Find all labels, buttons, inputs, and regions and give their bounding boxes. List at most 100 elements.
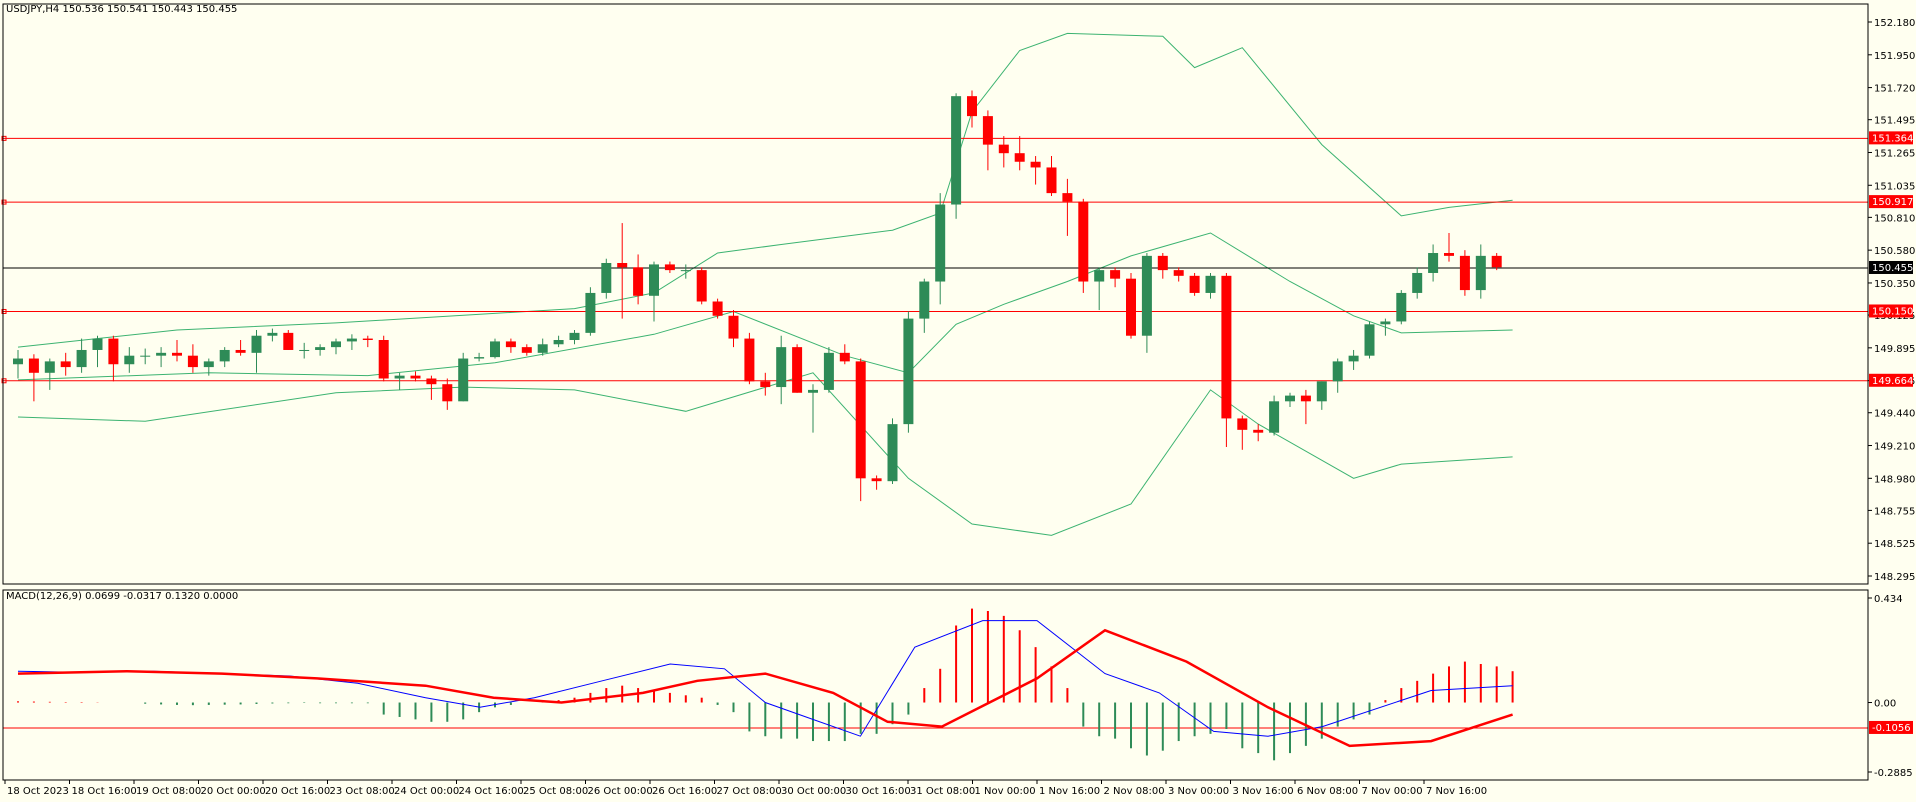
candle-bear <box>172 352 182 356</box>
candle-bull <box>267 332 278 336</box>
time-tick-label: 3 Nov 16:00 <box>1233 786 1294 797</box>
candle-bull <box>44 361 55 373</box>
candle-bull <box>346 338 357 342</box>
macd-info: MACD(12,26,9) 0.0699 -0.0317 0.1320 0.00… <box>6 591 239 602</box>
level-tag <box>1869 373 1913 387</box>
candle-bull <box>1364 324 1375 356</box>
level-handle <box>1 199 7 205</box>
candle-bear <box>1173 270 1184 276</box>
time-tick-label: 20 Oct 16:00 <box>265 786 330 797</box>
time-tick-label: 1 Nov 00:00 <box>975 786 1036 797</box>
candle-bear <box>1030 161 1041 168</box>
candle-bull <box>1332 361 1343 382</box>
candle-bear <box>1237 418 1248 430</box>
price-tick-label: 151.035 <box>1874 181 1915 192</box>
candle-bear <box>633 267 644 296</box>
candle-bull <box>315 347 326 350</box>
candle-bear <box>442 384 453 402</box>
price-tick-label: 151.265 <box>1874 148 1915 159</box>
candle-bear <box>283 332 294 350</box>
candle-bear <box>760 381 771 388</box>
candle-bull <box>13 358 23 365</box>
candle-bull <box>124 355 135 365</box>
candle-bull <box>1412 272 1423 293</box>
time-tick-label: 18 Oct 2023 <box>7 786 69 797</box>
candle-bear <box>187 355 198 368</box>
candle-bull <box>92 338 103 350</box>
time-tick-label: 26 Oct 16:00 <box>652 786 717 797</box>
macd-tick-label: 0.00 <box>1874 699 1896 710</box>
candle-bear <box>1110 270 1121 279</box>
candle-bear <box>855 361 866 479</box>
price-tick-label: 148.525 <box>1874 539 1915 550</box>
price-tick-label: 148.295 <box>1874 572 1915 583</box>
candle-bear <box>839 352 850 362</box>
candle-bear <box>792 347 803 393</box>
time-tick-label: 27 Oct 08:00 <box>717 786 782 797</box>
candle-bear <box>1014 153 1025 162</box>
candle-bear <box>1221 275 1232 419</box>
price-tick-label: 152.180 <box>1874 18 1915 29</box>
level-tag <box>1869 195 1913 209</box>
candle-bull <box>1396 292 1407 322</box>
candle-bull <box>823 352 834 390</box>
time-tick-label: 30 Oct 00:00 <box>781 786 846 797</box>
candle-bull <box>1428 253 1439 273</box>
macd-level-tag <box>1869 720 1913 734</box>
candle-bull <box>935 204 946 282</box>
candle-bear <box>1189 275 1200 293</box>
time-tick-label: 18 Oct 16:00 <box>72 786 137 797</box>
candle-bull <box>76 349 87 368</box>
price-tick-label: 151.720 <box>1874 84 1915 95</box>
candle-bear <box>664 264 675 271</box>
price-tick-label: 150.810 <box>1874 213 1915 224</box>
level-handle <box>1 308 7 314</box>
candle-bear <box>744 338 755 382</box>
candle-bear <box>505 341 516 348</box>
time-tick-label: 19 Oct 08:00 <box>136 786 201 797</box>
candle-bear <box>1062 193 1073 202</box>
candle-bull <box>680 270 691 272</box>
level-tag <box>1869 131 1913 145</box>
candle-bull <box>251 335 262 353</box>
candle-bull <box>1269 401 1280 433</box>
price-tick-label: 151.950 <box>1874 51 1915 62</box>
time-tick-label: 24 Oct 00:00 <box>394 786 459 797</box>
candle-bull <box>1094 270 1105 282</box>
candle-bear <box>426 378 437 385</box>
candle-bear <box>617 262 628 268</box>
candle-bull <box>203 361 214 368</box>
level-label: 151.364 <box>1872 133 1913 144</box>
time-tick-label: 6 Nov 08:00 <box>1297 786 1358 797</box>
candle-bear <box>378 339 389 379</box>
price-tick-label: 149.440 <box>1874 409 1915 420</box>
price-tick-label: 150.350 <box>1874 279 1915 290</box>
candle-bear <box>1444 253 1454 256</box>
candle-bear <box>60 361 71 368</box>
candle-bear <box>1126 278 1136 336</box>
macd-tick-label: -0.2885 <box>1874 768 1913 779</box>
candle-bull <box>887 424 898 482</box>
candle-bear <box>410 375 421 379</box>
candle-bull <box>553 339 564 345</box>
time-tick-label: 24 Oct 16:00 <box>459 786 524 797</box>
candle-bull <box>585 292 596 333</box>
candle-bull <box>299 349 310 351</box>
current-price-tag <box>1869 260 1913 274</box>
candle-bear <box>235 349 246 353</box>
macd-panel[interactable]: 0.434 0.00 -0.2885 -0.1056 <box>3 594 1913 779</box>
candle-bear <box>28 358 39 373</box>
candle-bear <box>108 338 119 365</box>
candle-bear <box>362 338 373 340</box>
time-tick-label: 31 Oct 08:00 <box>910 786 975 797</box>
candle-bull <box>1205 275 1216 293</box>
bollinger-middle <box>17 232 1513 381</box>
time-tick-label: 30 Oct 16:00 <box>846 786 911 797</box>
candle-bear <box>1300 395 1311 402</box>
price-panel[interactable]: 152.180 151.950 151.720 151.495 151.265 151.0… <box>1 18 1915 583</box>
candle-bull <box>776 347 787 388</box>
price-tick-label: 148.755 <box>1874 506 1915 517</box>
candle-bear <box>1253 429 1264 433</box>
